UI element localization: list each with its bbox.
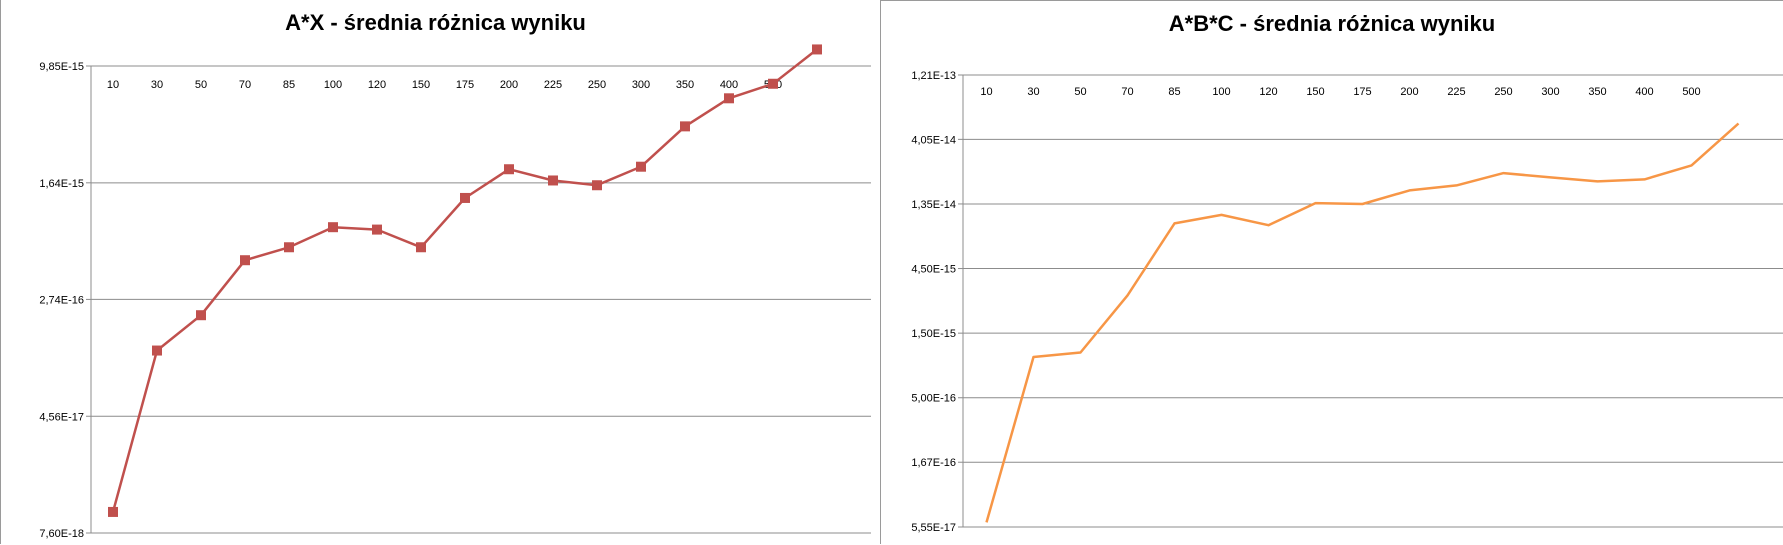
y-tick-label: 5,55E-17 <box>911 522 956 534</box>
data-point-marker <box>416 242 426 253</box>
y-tick-label: 1,67E-16 <box>911 457 956 469</box>
x-tick-label: 200 <box>500 79 518 91</box>
x-tick-label: 250 <box>588 79 606 91</box>
x-tick-label: 150 <box>412 79 430 91</box>
x-tick-label: 300 <box>1541 86 1559 98</box>
series-line <box>111 48 818 513</box>
x-tick-label: 400 <box>1635 86 1653 98</box>
x-tick-label: 250 <box>1494 86 1512 98</box>
x-tick-label: 100 <box>324 79 342 91</box>
y-tick-label: 1,64E-15 <box>39 178 84 190</box>
y-tick-label: 1,50E-15 <box>911 328 956 340</box>
x-tick-label: 225 <box>544 79 562 91</box>
x-tick-label: 350 <box>1588 86 1606 98</box>
data-point-marker <box>372 224 382 235</box>
y-tick-label: 4,56E-17 <box>39 411 84 423</box>
data-point-marker <box>196 310 206 321</box>
chart-title: A*X - średnia różnica wyniku <box>285 10 586 35</box>
x-tick-label: 10 <box>980 86 992 98</box>
x-tick-label: 175 <box>1353 86 1371 98</box>
y-tick-label: 9,85E-15 <box>39 61 84 73</box>
x-tick-label: 400 <box>720 79 738 91</box>
data-point-marker <box>152 345 162 356</box>
data-point-marker <box>680 121 690 132</box>
y-tick-label: 4,05E-14 <box>911 134 956 146</box>
x-tick-label: 30 <box>1027 86 1039 98</box>
x-tick-label: 50 <box>195 79 207 91</box>
data-point-marker <box>548 175 558 186</box>
data-point-marker <box>812 44 822 55</box>
y-tick-label: 4,50E-15 <box>911 264 956 276</box>
chart-panel-abc: A*B*C - średnia różnica wyniku 1,21E-13 4… <box>880 0 1783 544</box>
x-tick-label: 120 <box>368 79 386 91</box>
chart-title: A*B*C - średnia różnica wyniku <box>1168 11 1496 36</box>
y-tick-label: 1,21E-13 <box>911 70 956 82</box>
x-tick-label: 300 <box>632 79 650 91</box>
x-tick-label: 85 <box>283 79 295 91</box>
data-point-marker <box>460 192 470 203</box>
y-tick-label: 1,35E-14 <box>911 199 956 211</box>
chart-plot-abc: 1,21E-13 4,05E-14 1,35E-14 4,50E-15 1,50E-15… <box>911 70 1783 534</box>
x-tick-label: 225 <box>1447 86 1465 98</box>
chart-plot-ax: 9,85E-15 1,64E-15 2,74E-16 4,56E-17 7,60E-18… <box>39 44 871 540</box>
data-point-marker <box>328 222 338 233</box>
x-tick-label: 70 <box>1121 86 1133 98</box>
data-point-marker <box>504 164 514 175</box>
data-point-marker <box>592 180 602 191</box>
x-tick-label: 120 <box>1259 86 1277 98</box>
x-tick-label: 100 <box>1212 86 1230 98</box>
x-tick-label: 30 <box>151 79 163 91</box>
data-point-marker <box>108 506 118 517</box>
x-tick-label: 10 <box>107 79 119 91</box>
x-tick-label: 350 <box>676 79 694 91</box>
x-tick-label: 70 <box>239 79 251 91</box>
y-tick-label: 7,60E-18 <box>39 528 84 540</box>
data-point-marker <box>240 255 250 266</box>
y-tick-label: 2,74E-16 <box>39 294 84 306</box>
data-point-marker <box>724 93 734 104</box>
x-tick-label: 150 <box>1306 86 1324 98</box>
x-tick-label: 500 <box>1682 86 1700 98</box>
data-point-marker <box>768 78 778 89</box>
x-tick-label: 175 <box>456 79 474 91</box>
data-point-marker <box>636 161 646 172</box>
series-line <box>985 122 1740 523</box>
data-point-marker <box>284 242 294 253</box>
y-tick-label: 5,00E-16 <box>911 393 956 405</box>
chart-panel-ax: A*X - średnia różnica wyniku 9,85E-15 1,6… <box>0 0 871 544</box>
x-tick-label: 50 <box>1074 86 1086 98</box>
x-tick-label: 200 <box>1400 86 1418 98</box>
x-tick-label: 85 <box>1168 86 1180 98</box>
